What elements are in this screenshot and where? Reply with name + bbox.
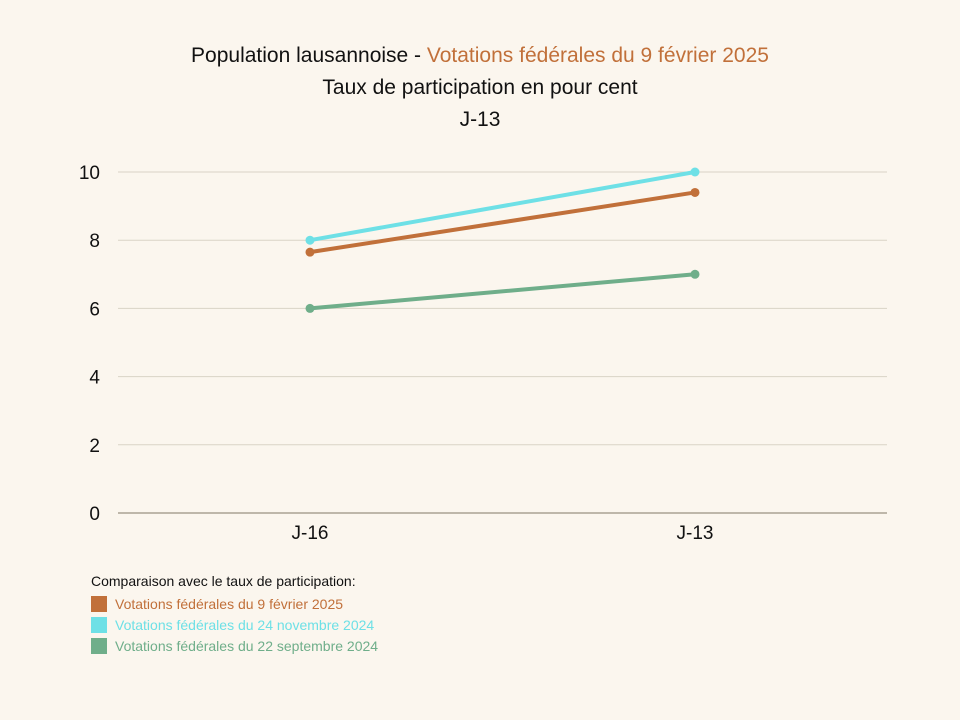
legend-item-nov-2024: Votations fédérales du 24 novembre 2024 <box>91 614 378 635</box>
data-point <box>305 303 315 313</box>
data-point <box>690 187 700 197</box>
x-axis-ticks: J-16 J-13 <box>292 523 714 544</box>
y-tick-label: 4 <box>89 368 100 389</box>
y-tick-label: 8 <box>89 231 100 252</box>
series-line <box>308 190 697 255</box>
chart-subtitle: Taux de participation en pour cent <box>322 76 638 99</box>
legend-swatch <box>91 616 107 633</box>
x-tick-label: J-16 <box>292 523 329 544</box>
chart-title-prefix: Population lausannoise - <box>191 44 427 67</box>
y-tick-label: 10 <box>79 163 100 184</box>
legend-heading: Comparaison avec le taux de participatio… <box>91 573 356 589</box>
series-line <box>308 170 697 243</box>
y-tick-label: 0 <box>89 504 100 525</box>
chart-title-block: Population lausannoise - Votations fédér… <box>0 40 960 136</box>
data-point <box>690 167 700 177</box>
x-tick-label: J-13 <box>677 523 714 544</box>
legend-label: Votations fédérales du 9 février 2025 <box>115 595 344 612</box>
data-point <box>690 269 700 279</box>
data-point <box>305 235 315 245</box>
legend-swatch <box>91 595 107 612</box>
legend-item-feb-2025: Votations fédérales du 9 février 2025 <box>91 593 378 614</box>
legend-label: Votations fédérales du 22 septembre 2024 <box>115 637 379 654</box>
chart-title-highlight: Votations fédérales du 9 février 2025 <box>426 44 769 67</box>
y-tick-label: 2 <box>89 436 100 457</box>
legend: Comparaison avec le taux de participatio… <box>91 573 378 656</box>
y-tick-label: 6 <box>89 299 100 320</box>
legend-item-sep-2024: Votations fédérales du 22 septembre 2024 <box>91 635 378 656</box>
y-axis-ticks: 0 2 4 6 8 10 <box>79 163 101 525</box>
legend-swatch <box>91 637 107 654</box>
chart-subtitle-day: J-13 <box>459 108 501 131</box>
legend-label: Votations fédérales du 24 novembre 2024 <box>115 616 375 633</box>
data-point <box>305 247 315 257</box>
gridlines <box>118 171 887 514</box>
series-lines <box>305 167 700 313</box>
series-line <box>308 272 697 311</box>
chart-title: Population lausannoise - Votations fédér… <box>0 40 960 72</box>
